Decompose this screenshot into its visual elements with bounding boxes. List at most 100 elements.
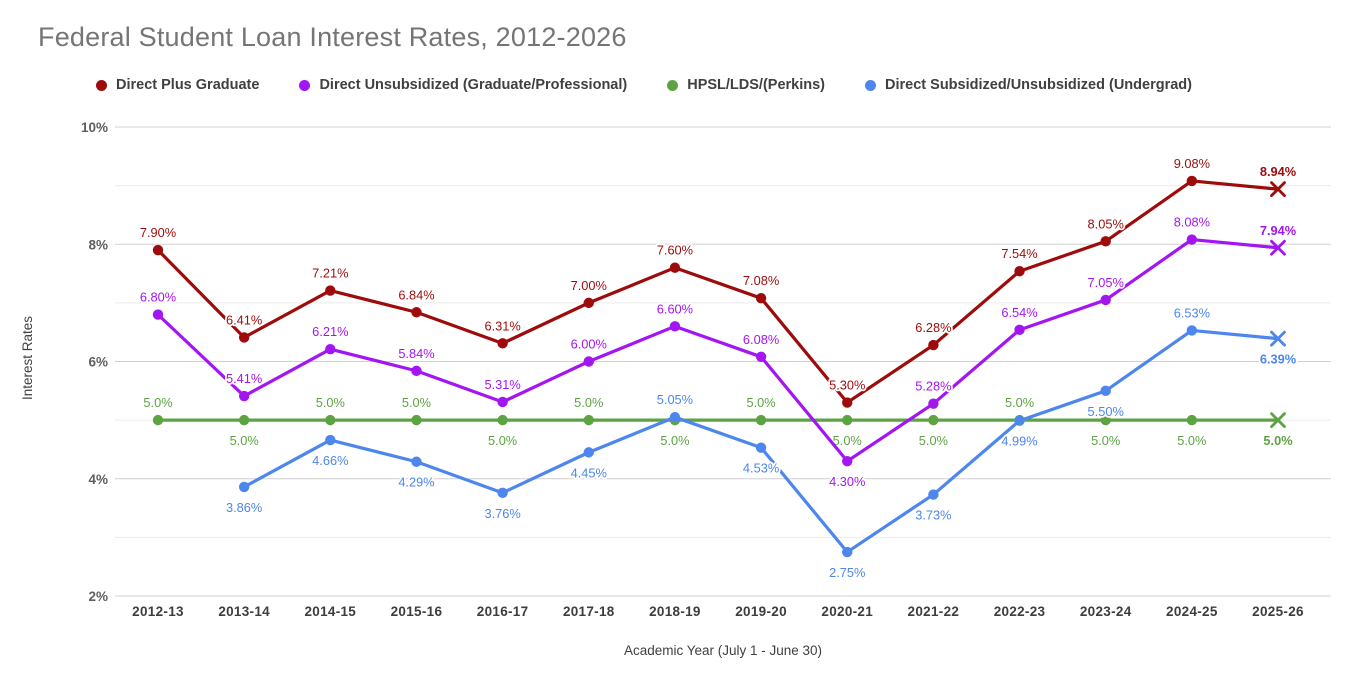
data-point[interactable] [583,447,594,458]
data-point-x-marker[interactable] [1270,330,1286,347]
data-point[interactable] [1186,325,1198,336]
data-point-label: 6.28% [915,320,951,335]
data-point-label: 7.90% [140,225,176,240]
data-point-label: 5.05% [657,392,693,407]
data-point[interactable] [152,414,164,426]
data-point-label: 5.0% [402,395,431,410]
data-point-label: 2.75% [829,565,865,580]
data-point-label: 6.54% [1001,305,1037,320]
data-point[interactable] [1100,236,1111,247]
data-point[interactable] [842,397,853,408]
data-point-label: 5.30% [829,378,865,393]
data-point[interactable] [755,414,767,426]
data-point[interactable] [1014,324,1025,336]
data-point[interactable] [152,244,164,256]
data-point[interactable] [1186,175,1198,187]
data-point[interactable] [497,414,508,426]
data-point-label: 5.0% [230,433,259,448]
data-point-label: 7.08% [743,273,779,288]
data-point[interactable] [1186,234,1198,245]
legend-item-direct-plus-graduate[interactable]: Direct Plus Graduate [96,77,259,93]
data-point[interactable] [238,414,250,426]
data-point-x-marker[interactable] [1270,181,1286,198]
data-point[interactable] [325,434,336,446]
data-point[interactable] [842,414,853,426]
x-axis-ticks: 2012-13 2013-14 2014-15 2015-16 2016-17 2017-… [132,604,1304,619]
data-point[interactable] [325,414,336,426]
data-point[interactable] [325,285,336,296]
data-point[interactable] [411,414,422,426]
data-point[interactable] [1100,294,1111,306]
series-direct-unsubsidized-graduate-professional: 6.80% 5.41% 6.21% 5.84% 5.31% 6.00% 6.60% 6.08%… [138,213,1298,491]
data-point-x-marker[interactable] [1270,239,1286,256]
legend-swatch-icon [299,79,311,91]
data-point[interactable] [928,398,939,409]
data-point-label: 6.21% [312,324,348,339]
data-point-x-marker[interactable] [1270,412,1286,429]
legend-item-hpsl-lds-perkins[interactable]: HPSL/LDS/(Perkins) [667,77,825,93]
data-point[interactable] [842,455,853,467]
data-point[interactable] [497,396,508,408]
data-point[interactable] [411,365,422,377]
data-point[interactable] [411,307,422,318]
data-point[interactable] [755,292,767,304]
data-point[interactable] [497,338,508,349]
series-direct-plus-graduate: 7.90% 6.41% 7.21% 6.84% 6.31% 7.00% 7.60% 7.08%… [138,154,1299,408]
data-point[interactable] [1186,414,1198,426]
data-point[interactable] [152,309,164,320]
data-point[interactable] [755,442,767,453]
data-point-label: 5.84% [398,346,434,361]
data-point-label: 7.05% [1088,275,1124,290]
data-point[interactable] [411,456,422,467]
legend-swatch-icon [667,79,679,91]
data-point[interactable] [928,489,939,500]
data-point[interactable] [1014,415,1025,426]
x-tick-label: 2016-17 [477,604,529,619]
data-point[interactable] [238,332,250,343]
data-point[interactable] [928,414,939,426]
series-line [242,328,1280,554]
data-point-label: 7.94% [1260,223,1297,238]
data-point-label: 7.54% [1001,246,1037,261]
data-point[interactable] [238,390,250,402]
legend-item-direct-subsidized-undergrad[interactable]: Direct Subsidized/Unsubsidized (Undergra… [865,77,1192,93]
data-point-label: 5.0% [1091,433,1120,448]
data-point[interactable] [583,414,594,426]
data-point-label: 6.41% [226,312,262,327]
data-point-label: 5.41% [226,371,262,386]
legend-item-direct-unsubsidized-grad[interactable]: Direct Unsubsidized (Graduate/Profession… [299,77,627,93]
data-point[interactable] [669,262,681,273]
data-point-label: 8.05% [1088,216,1124,231]
data-point[interactable] [669,411,681,423]
data-point-label: 4.66% [312,453,348,468]
legend-label: Direct Plus Graduate [116,77,260,93]
data-point[interactable] [842,546,853,558]
data-point[interactable] [325,343,336,355]
x-tick-label: 2023-24 [1080,604,1132,619]
data-point-label: 9.08% [1174,156,1210,171]
data-point[interactable] [1100,385,1111,397]
x-tick-label: 2017-18 [563,604,615,619]
data-point-label: 5.0% [1005,395,1034,410]
data-point-label: 4.30% [829,474,865,489]
data-point-label: 6.84% [398,287,434,302]
data-point-label: 6.00% [571,337,607,352]
data-point[interactable] [583,297,594,309]
data-point[interactable] [928,339,939,351]
y-axis-ticks: 2% 4% 6% 8% 10% [81,120,108,604]
data-point[interactable] [497,487,508,499]
data-point[interactable] [1100,414,1111,426]
data-point[interactable] [238,481,250,493]
data-point[interactable] [583,356,594,367]
data-point[interactable] [755,351,767,363]
series-line [156,237,1280,463]
data-point[interactable] [669,321,681,332]
y-axis-title: Interest Rates [20,316,35,400]
data-point-label: 6.60% [657,301,693,316]
data-point-label: 5.28% [915,379,951,394]
y-tick-label: 4% [88,472,108,487]
x-tick-label: 2019-20 [735,604,787,619]
legend-label: Direct Unsubsidized (Graduate/Profession… [319,77,628,93]
data-point[interactable] [1014,266,1025,277]
